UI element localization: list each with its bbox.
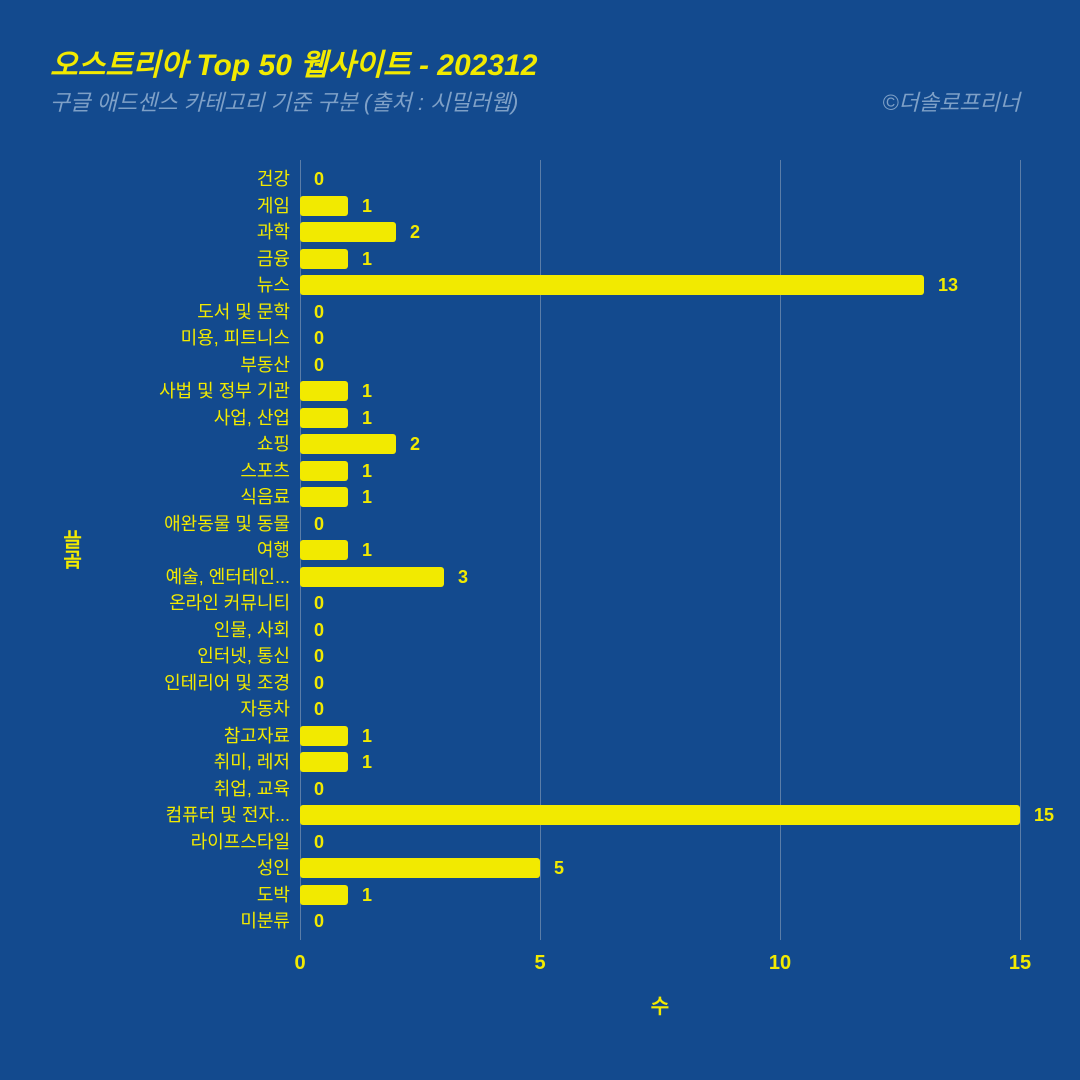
category-label: 부동산 <box>240 355 290 375</box>
value-label: 0 <box>314 328 324 348</box>
value-label: 1 <box>362 196 372 216</box>
value-label: 1 <box>362 752 372 772</box>
value-label: 1 <box>362 540 372 560</box>
value-label: 3 <box>458 567 468 587</box>
bar <box>300 222 396 242</box>
chart-canvas: 오스트리아 Top 50 웹사이트 - 202312 구글 애드센스 카테고리 … <box>0 0 1080 1080</box>
bar <box>300 434 396 454</box>
x-tick-label: 0 <box>294 952 305 975</box>
category-label: 금융 <box>257 249 290 269</box>
category-label: 식음료 <box>240 487 290 507</box>
x-tick-label: 10 <box>769 952 791 975</box>
value-label: 0 <box>314 673 324 693</box>
value-label: 0 <box>314 514 324 534</box>
category-label: 미분류 <box>240 911 290 931</box>
bar <box>300 540 348 560</box>
category-label: 애완동물 및 동물 <box>164 514 290 534</box>
value-label: 0 <box>314 302 324 322</box>
value-label: 0 <box>314 620 324 640</box>
category-label: 사업, 산업 <box>214 408 290 428</box>
bar <box>300 249 348 269</box>
bar <box>300 408 348 428</box>
category-label: 자동차 <box>240 699 290 719</box>
chart-subtitle: 구글 애드센스 카테고리 기준 구분 (출처 : 시밀러웹) <box>50 85 518 117</box>
value-label: 1 <box>362 885 372 905</box>
bar <box>300 567 444 587</box>
x-tick-label: 15 <box>1009 952 1031 975</box>
value-label: 2 <box>410 222 420 242</box>
bar <box>300 885 348 905</box>
bar <box>300 487 348 507</box>
category-label: 참고자료 <box>224 726 290 746</box>
category-label: 취미, 레저 <box>214 752 290 772</box>
category-label: 성인 <box>257 858 290 878</box>
category-label: 취업, 교육 <box>214 779 290 799</box>
value-label: 1 <box>362 487 372 507</box>
value-label: 0 <box>314 169 324 189</box>
bar <box>300 275 924 295</box>
value-label: 0 <box>314 355 324 375</box>
bar <box>300 461 348 481</box>
value-label: 1 <box>362 461 372 481</box>
chart-title: 오스트리아 Top 50 웹사이트 - 202312 <box>50 40 537 84</box>
category-label: 라이프스타일 <box>191 832 290 852</box>
category-label: 예술, 엔터테인... <box>166 567 290 587</box>
chart-credit: ©더솔로프리너 <box>882 85 1020 117</box>
category-label: 도서 및 문학 <box>197 302 290 322</box>
category-label: 미용, 피트니스 <box>181 328 290 348</box>
x-tick-label: 5 <box>534 952 545 975</box>
value-label: 0 <box>314 646 324 666</box>
category-label: 뉴스 <box>257 275 290 295</box>
bar <box>300 196 348 216</box>
bar <box>300 726 348 746</box>
value-label: 0 <box>314 699 324 719</box>
category-label: 온라인 커뮤니티 <box>169 593 290 613</box>
category-label: 건강 <box>257 169 290 189</box>
bar <box>300 805 1020 825</box>
value-label: 0 <box>314 911 324 931</box>
category-label: 사법 및 정부 기관 <box>159 381 290 401</box>
category-label: 스포츠 <box>240 461 290 481</box>
value-label: 0 <box>314 779 324 799</box>
category-label: 인터넷, 통신 <box>197 646 290 666</box>
category-label: 여행 <box>257 540 290 560</box>
category-label: 인테리어 및 조경 <box>164 673 290 693</box>
category-label: 컴퓨터 및 전자... <box>166 805 290 825</box>
value-label: 1 <box>362 408 372 428</box>
value-label: 1 <box>362 726 372 746</box>
bar <box>300 752 348 772</box>
category-label: 쇼핑 <box>257 434 290 454</box>
value-label: 5 <box>554 858 564 878</box>
plot-area: 0121130001121101300000110150510 <box>300 160 1020 940</box>
y-axis-label: 분류 <box>60 530 89 570</box>
bar <box>300 381 348 401</box>
category-label: 과학 <box>257 222 290 242</box>
gridline <box>1020 160 1021 940</box>
value-label: 0 <box>314 593 324 613</box>
category-label: 게임 <box>257 196 290 216</box>
value-label: 2 <box>410 434 420 454</box>
value-label: 15 <box>1034 805 1054 825</box>
bar <box>300 858 540 878</box>
value-label: 1 <box>362 249 372 269</box>
category-label: 인물, 사회 <box>214 620 290 640</box>
value-label: 0 <box>314 832 324 852</box>
x-axis-label: 수 <box>651 990 669 1019</box>
value-label: 1 <box>362 381 372 401</box>
value-label: 13 <box>938 275 958 295</box>
category-label: 도박 <box>257 885 290 905</box>
